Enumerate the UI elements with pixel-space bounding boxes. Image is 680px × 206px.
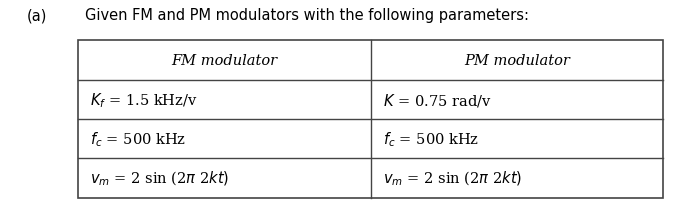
Text: $f_c$ = 500 kHz: $f_c$ = 500 kHz <box>383 130 479 148</box>
Text: PM modulator: PM modulator <box>464 54 570 68</box>
Text: $v_m$ = 2 sin (2$\pi$ 2$kt)$: $v_m$ = 2 sin (2$\pi$ 2$kt)$ <box>90 169 230 187</box>
Text: Given FM and PM modulators with the following parameters:: Given FM and PM modulators with the foll… <box>85 8 529 23</box>
Text: (a): (a) <box>27 8 48 23</box>
Text: $K_f$ = 1.5 kHz/v: $K_f$ = 1.5 kHz/v <box>90 91 198 109</box>
Text: $f_c$ = 500 kHz: $f_c$ = 500 kHz <box>90 130 186 148</box>
Text: $K$ = 0.75 rad/v: $K$ = 0.75 rad/v <box>383 91 492 108</box>
Text: FM modulator: FM modulator <box>171 54 277 68</box>
Text: $v_m$ = 2 sin (2$\pi$ 2$kt)$: $v_m$ = 2 sin (2$\pi$ 2$kt)$ <box>383 169 522 187</box>
